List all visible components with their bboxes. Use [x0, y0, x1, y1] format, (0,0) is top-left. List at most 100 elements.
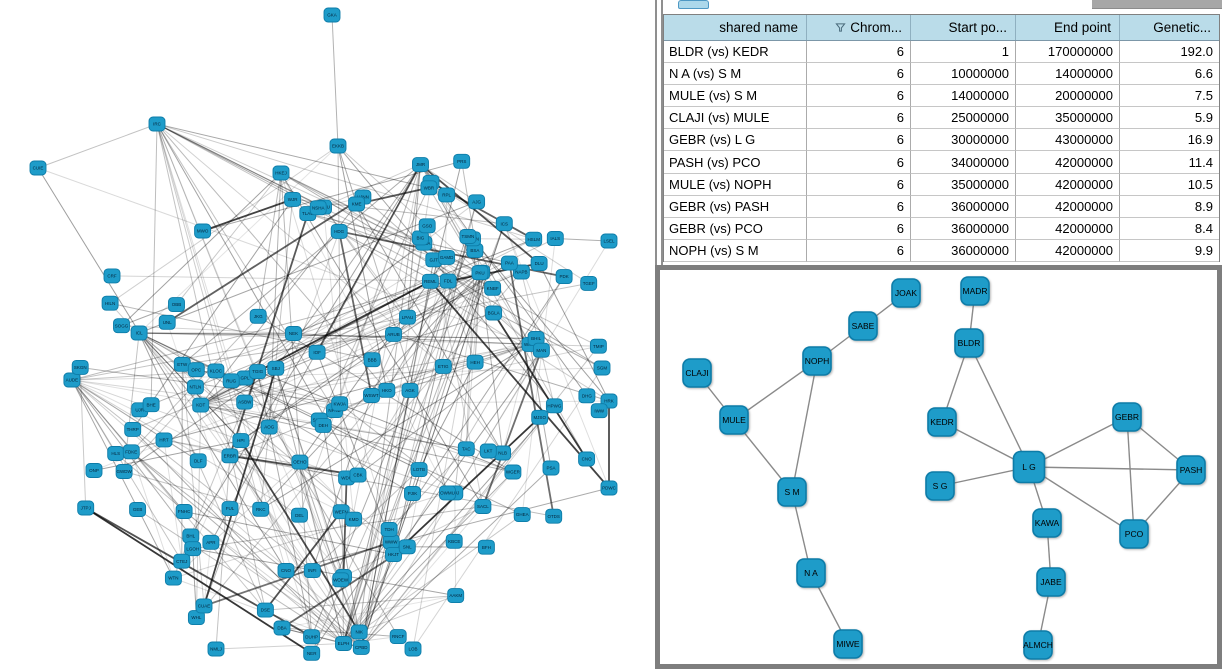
table-cell[interactable]: 170000000	[1016, 41, 1120, 64]
table-cell[interactable]: PASH (vs) PCO	[664, 151, 807, 174]
network-node[interactable]: PCO	[1119, 519, 1149, 549]
table-cell[interactable]: 36000000	[911, 195, 1016, 218]
network-node[interactable]: NIK	[350, 624, 368, 640]
network-node[interactable]: WGER	[504, 464, 522, 480]
table-cell[interactable]: 42000000	[1016, 239, 1120, 262]
network-node[interactable]: FDL	[439, 273, 457, 289]
table-cell[interactable]: 42000000	[1016, 195, 1120, 218]
table-row[interactable]: NOPH (vs) S M 6 36000000 42000000 9.9	[664, 239, 1219, 262]
network-node[interactable]: SKGN	[71, 359, 89, 375]
network-node[interactable]: KDT	[192, 397, 210, 413]
network-node[interactable]: CNO	[578, 451, 596, 467]
table-cell[interactable]: N A (vs) S M	[664, 63, 807, 86]
table-cell[interactable]: 6.6	[1120, 63, 1219, 86]
table-cell[interactable]: GEBR (vs) PASH	[664, 195, 807, 218]
network-node[interactable]: GAMD	[438, 249, 456, 265]
table-cell[interactable]: 25000000	[911, 107, 1016, 130]
network-node[interactable]: PDWC	[600, 480, 618, 496]
network-node[interactable]: NOPH	[802, 346, 832, 376]
network-node[interactable]: NEK	[285, 326, 302, 341]
network-node[interactable]: CUIE	[29, 160, 47, 176]
table-cell[interactable]: 14000000	[911, 85, 1016, 108]
table-cell[interactable]: 6	[807, 85, 911, 108]
table-row[interactable]: MULE (vs) S M 6 14000000 20000000 7.5	[664, 85, 1219, 108]
network-node[interactable]: LSEL	[600, 233, 618, 249]
network-node[interactable]: FDKE	[122, 444, 140, 460]
network-node[interactable]: MIWE	[833, 629, 863, 659]
table-cell[interactable]: 6	[807, 107, 911, 130]
table-row[interactable]: GEBR (vs) PASH 6 36000000 42000000 8.9	[664, 195, 1219, 218]
network-node[interactable]: KBCE	[445, 533, 463, 549]
table-cell[interactable]: 9.9	[1120, 240, 1219, 262]
network-node[interactable]: TMIP	[589, 338, 607, 354]
network-node[interactable]: RNCF	[389, 629, 407, 645]
network-node[interactable]: KWJA	[331, 396, 349, 412]
network-node[interactable]: DSE	[256, 602, 274, 618]
table-cell[interactable]: 10000000	[911, 63, 1016, 86]
network-node[interactable]: THRP	[124, 421, 142, 437]
network-node[interactable]: IOF	[308, 344, 326, 360]
table-cell[interactable]: 192.0	[1120, 41, 1219, 64]
network-node[interactable]: PSA	[542, 460, 560, 476]
network-node[interactable]: CPBD	[352, 639, 370, 655]
network-node[interactable]: CNO	[277, 563, 295, 578]
network-node[interactable]: S G	[925, 471, 955, 501]
network-node[interactable]: BBB	[363, 352, 381, 368]
network-node[interactable]: TAC	[457, 441, 475, 457]
network-node[interactable]: KNBF	[484, 280, 502, 296]
network-node[interactable]: ICL	[130, 325, 148, 341]
network-node[interactable]: CLAJI	[682, 358, 712, 388]
table-cell[interactable]: 10.5	[1120, 174, 1219, 196]
network-node[interactable]: SNL	[398, 539, 416, 555]
network-node[interactable]: WBR	[420, 180, 438, 196]
network-node[interactable]: TSMN	[459, 229, 477, 244]
table-cell[interactable]: 36000000	[911, 217, 1016, 240]
network-node[interactable]: JKG	[249, 308, 267, 324]
network-node[interactable]: DEH	[314, 417, 332, 433]
network-node[interactable]: OWMU	[439, 485, 456, 501]
network-node[interactable]: GSO	[418, 218, 436, 234]
network-node[interactable]: MULE	[719, 405, 749, 435]
table-cell[interactable]: 42000000	[1016, 173, 1120, 196]
network-node[interactable]: MJSO	[531, 409, 549, 425]
network-node[interactable]: NSHA	[309, 200, 327, 216]
network-node[interactable]: GEBR	[1112, 402, 1142, 432]
table-cell[interactable]: 42000000	[1016, 151, 1120, 174]
panel-splitter[interactable]	[655, 0, 663, 265]
network-node[interactable]: BGLA	[485, 305, 503, 321]
network-node[interactable]: ICS	[495, 216, 513, 232]
network-node[interactable]: NMLJ	[207, 641, 225, 657]
network-node[interactable]: WWW	[382, 534, 400, 550]
network-node[interactable]: ARUB	[385, 326, 402, 342]
network-node[interactable]: TGIG	[249, 364, 267, 380]
table-cell[interactable]: 6	[807, 217, 911, 240]
network-node[interactable]: CTEJ	[173, 553, 191, 569]
table-cell[interactable]: 35000000	[1016, 107, 1120, 130]
network-node[interactable]: KEDR	[927, 407, 957, 437]
table-cell[interactable]: 8.9	[1120, 196, 1219, 218]
table-cell[interactable]: 14000000	[1016, 63, 1120, 86]
table-row[interactable]: GEBR (vs) PCO 6 36000000 42000000 8.4	[664, 217, 1219, 240]
table-row[interactable]: PASH (vs) PCO 6 34000000 42000000 11.4	[664, 151, 1219, 174]
header-cell-start-point[interactable]: Start po...	[911, 15, 1016, 40]
network-node[interactable]: AGK	[401, 382, 419, 398]
network-node[interactable]: BHL	[182, 528, 200, 544]
network-node[interactable]: LGOH	[184, 541, 202, 557]
network-node[interactable]: MWO	[194, 223, 212, 239]
network-node[interactable]: NLB	[494, 445, 512, 461]
network-node[interactable]: KAWA	[1032, 508, 1062, 538]
network-node[interactable]: HILN	[101, 295, 119, 311]
network-node[interactable]: DBA	[273, 620, 291, 636]
table-cell[interactable]: CLAJI (vs) MULE	[664, 107, 807, 130]
network-node[interactable]: AJG	[468, 194, 486, 210]
table-cell[interactable]: 6	[807, 151, 911, 174]
network-node[interactable]: REML	[421, 273, 439, 289]
network-node[interactable]: LOTB	[410, 462, 428, 478]
table-cell[interactable]: 7.5	[1120, 85, 1219, 108]
network-node[interactable]: HEH	[466, 354, 484, 370]
network-node[interactable]: ASBW	[236, 394, 254, 410]
table-cell[interactable]: MULE (vs) S M	[664, 85, 807, 108]
network-node[interactable]: SABE	[848, 311, 878, 341]
